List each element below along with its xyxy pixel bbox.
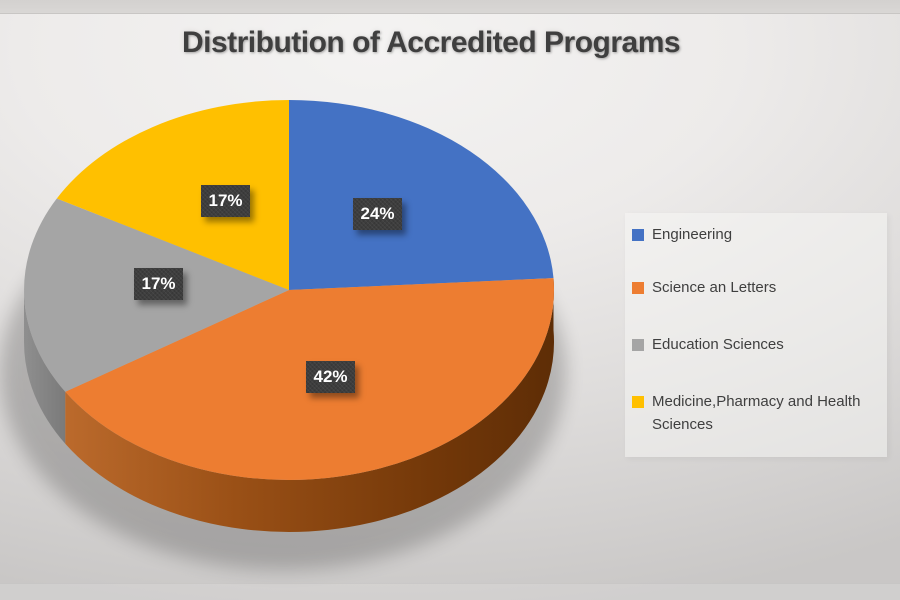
chart-title: Distribution of Accredited Programs (181, 26, 681, 59)
legend-swatch-science-an-letters (632, 282, 644, 294)
legend-item-medicine-pharmacy-health: Medicine,Pharmacy and Health Sciences (632, 390, 880, 436)
legend-label-education-sciences: Education Sciences (652, 336, 784, 353)
legend-item-education-sciences: Education Sciences (632, 333, 880, 356)
legend-item-engineering: Engineering (632, 223, 880, 246)
data-label-medicine-pharmacy-health: 17% (201, 185, 250, 217)
legend-swatch-medicine-pharmacy-health (632, 396, 644, 408)
legend-swatch-education-sciences (632, 339, 644, 351)
legend-swatch-engineering (632, 229, 644, 241)
legend-label-science-an-letters: Science an Letters (652, 279, 777, 296)
pie-side-science-an-letters (65, 278, 555, 532)
legend-label-engineering: Engineering (652, 226, 733, 243)
pie-slice-medicine-pharmacy-health (56, 100, 289, 290)
bottom-border-strip (0, 583, 900, 600)
legend-item-science-an-letters: Science an Letters (632, 276, 880, 299)
pie-side-education-sciences (24, 290, 66, 444)
chart-legend: Engineering Science an Letters Education… (625, 213, 887, 457)
data-label-education-sciences: 17% (134, 268, 183, 300)
pie-slice-engineering (289, 100, 554, 290)
top-border-strip (0, 0, 900, 14)
legend-label-medicine-pharmacy-health: Medicine,Pharmacy and Health Sciences (652, 393, 861, 433)
data-label-engineering: 24% (353, 198, 402, 230)
data-label-science-an-letters: 42% (306, 361, 355, 393)
